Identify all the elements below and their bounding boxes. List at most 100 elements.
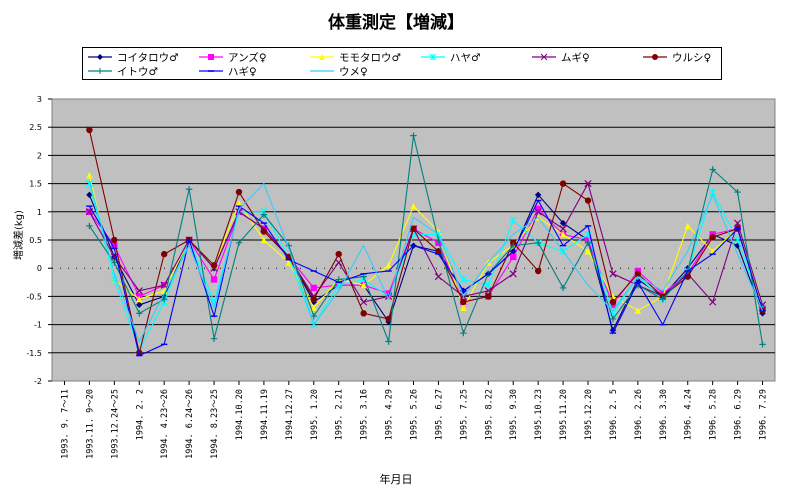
data-point-s6: [534, 267, 542, 275]
data-point-s7: [460, 329, 467, 337]
data-point-s7: [534, 239, 542, 247]
data-point-s7: [310, 312, 317, 320]
y-tick-label: 1.5: [29, 180, 42, 189]
series-line-7: [88, 135, 764, 345]
data-point-s7: [136, 310, 143, 317]
legend-swatch: [88, 68, 112, 74]
legend-swatch: [421, 53, 445, 61]
data-point-s6: [410, 225, 417, 232]
data-point-s5: [160, 281, 168, 289]
legend-label: ウメ♀: [339, 65, 368, 78]
x-tick-label: 1995.11.20: [559, 389, 569, 440]
data-point-s5: [584, 179, 592, 188]
legend-swatch: [199, 54, 223, 60]
x-tick-label: 1995. 9.30: [509, 389, 519, 440]
x-tick-label: 1993.11. 9～20: [85, 389, 95, 459]
data-point-s5: [360, 298, 368, 306]
series-line-4: [88, 183, 764, 352]
y-tick-label: 2: [37, 151, 42, 160]
data-point-s5: [534, 208, 542, 216]
data-point-s4: [733, 236, 742, 244]
data-point-s7: [584, 239, 592, 247]
x-tick-label: 1995. 3.16: [360, 389, 370, 440]
legend-entry: コイタロウ♂: [87, 50, 179, 64]
data-point-s2: [210, 276, 218, 283]
data-point-s6: [260, 228, 268, 235]
data-point-s3: [136, 296, 143, 303]
data-point-s7: [659, 296, 667, 303]
data-point-s5: [434, 273, 443, 281]
x-tick-label: 1996. 5.28: [709, 389, 719, 440]
data-point-s7: [734, 188, 741, 196]
x-tick-label: 1996. 2.26: [634, 389, 644, 440]
series-line-2: [88, 208, 764, 308]
data-point-s3: [385, 262, 392, 269]
legend-entry: モモタロウ♂: [309, 50, 401, 64]
legend-swatch: [643, 54, 667, 60]
x-tick-label: 1995. 5.26: [410, 389, 420, 440]
legend-entry: ハギ♀: [198, 64, 257, 78]
data-point-s1: [534, 191, 542, 199]
data-point-s4: [459, 275, 467, 284]
data-point-s7: [185, 186, 193, 193]
x-tick-label: 1993. 9. 7～11: [60, 389, 70, 459]
x-tick-label: 1994. 4.23～26: [160, 389, 170, 459]
data-point-s4: [509, 216, 517, 224]
data-point-s6: [335, 250, 342, 258]
data-point-s6: [385, 315, 392, 323]
data-point-s1: [734, 242, 741, 249]
x-tick-label: 1995.12.20: [584, 389, 594, 440]
x-tick-label: 1994.11.19: [260, 389, 270, 440]
data-point-s3: [360, 281, 367, 289]
data-point-s3: [86, 171, 93, 179]
legend-label: イトウ♂: [117, 65, 158, 78]
data-point-s6: [360, 310, 367, 317]
series-line-6: [88, 129, 764, 353]
series-line-9: [88, 180, 764, 343]
data-point-s5: [733, 219, 742, 227]
legend-swatch: [532, 53, 556, 61]
y-axis-label: 増減差(kg): [14, 210, 25, 260]
data-point-s7: [510, 242, 517, 249]
legend-label: アンズ♀: [228, 51, 267, 64]
data-point-s3: [260, 236, 268, 244]
data-point-s3: [235, 200, 243, 207]
data-point-s7: [111, 259, 118, 266]
x-tick-label: 1995. 1.20: [310, 389, 320, 440]
data-point-s7: [759, 341, 766, 348]
x-tick-label: 1994.10.20: [235, 389, 245, 440]
data-point-s6: [111, 236, 118, 244]
data-point-s1: [559, 219, 567, 227]
legend-entry: ムギ♀: [531, 50, 590, 64]
data-point-s3: [310, 304, 317, 311]
data-point-s6: [584, 197, 592, 204]
data-point-s7: [260, 211, 268, 218]
data-point-s1: [136, 301, 143, 309]
data-point-s6: [559, 180, 567, 187]
legend-entry: ウメ♀: [309, 64, 368, 78]
data-point-s7: [709, 166, 716, 173]
legend-entry: ウルシ♀: [642, 50, 711, 64]
y-tick-label: 2.5: [29, 123, 42, 132]
data-point-s3: [684, 222, 691, 230]
data-point-s5: [709, 298, 717, 306]
x-tick-label: 1996. 3.30: [659, 389, 669, 440]
x-tick-label: 1994. 6.24～26: [185, 389, 195, 459]
legend-label: ハギ♀: [228, 65, 257, 78]
x-tick-label: 1994. 8.23～25: [210, 389, 220, 459]
series-line-5: [88, 182, 764, 306]
data-point-s7: [86, 222, 93, 230]
data-point-s3: [410, 202, 417, 210]
legend-entry: ハヤ♂: [420, 50, 480, 64]
legend-label: ムギ♀: [561, 51, 590, 64]
data-point-s3: [460, 304, 467, 311]
data-point-s6: [709, 233, 716, 241]
x-tick-label: 1996. 4.24: [684, 389, 694, 440]
data-point-s7: [385, 338, 392, 345]
y-tick-label: -0.5: [26, 292, 42, 301]
x-tick-label: 1995. 6.27: [434, 389, 444, 440]
x-tick-label: 1995. 8.22: [484, 389, 494, 440]
data-point-s2: [534, 205, 542, 213]
data-point-s3: [609, 293, 617, 300]
data-point-s2: [310, 284, 317, 292]
